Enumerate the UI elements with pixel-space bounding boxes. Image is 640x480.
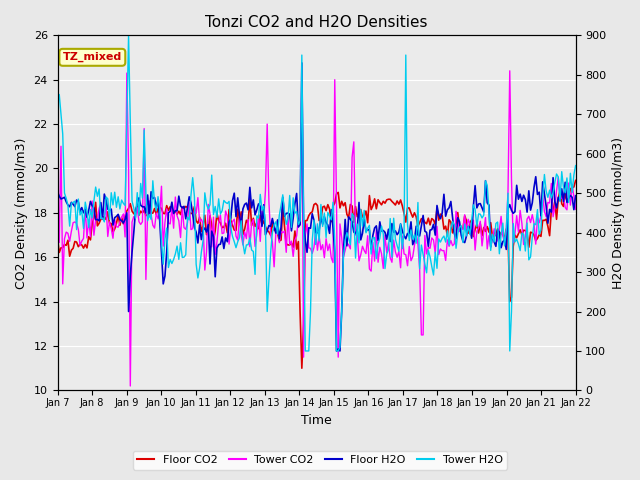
Tower CO2 (527, 220, 534, 226)
Floor CO2 (362, 208, 370, 214)
Floor CO2 (572, 178, 579, 183)
Tower H2O (365, 222, 373, 228)
Floor H2O (364, 227, 371, 232)
Tower H2O (527, 254, 534, 260)
Text: TZ_mixed: TZ_mixed (63, 52, 122, 62)
Tower H2O (494, 219, 502, 225)
Tower CO2 (372, 227, 380, 233)
Y-axis label: H2O Density (mmol/m3): H2O Density (mmol/m3) (612, 137, 625, 289)
Tower CO2 (364, 233, 371, 239)
Floor H2O (572, 193, 579, 199)
Tower CO2 (54, 233, 61, 239)
Floor H2O (333, 348, 340, 354)
Floor CO2 (54, 236, 61, 241)
Floor H2O (374, 238, 382, 243)
Line: Floor CO2: Floor CO2 (58, 180, 575, 368)
Line: Tower H2O: Tower H2O (58, 36, 575, 351)
Floor H2O (365, 228, 373, 233)
Floor CO2 (298, 365, 306, 371)
Floor H2O (527, 207, 534, 213)
Floor CO2 (525, 244, 532, 250)
Floor H2O (298, 60, 306, 66)
Floor CO2 (372, 206, 380, 212)
X-axis label: Time: Time (301, 414, 332, 427)
Floor H2O (54, 189, 61, 195)
Tower CO2 (362, 251, 370, 256)
Floor CO2 (364, 220, 371, 226)
Tower H2O (572, 163, 579, 168)
Y-axis label: CO2 Density (mmol/m3): CO2 Density (mmol/m3) (15, 137, 28, 288)
Tower H2O (54, 92, 61, 97)
Tower H2O (56, 92, 63, 97)
Legend: Floor CO2, Tower CO2, Floor H2O, Tower H2O: Floor CO2, Tower CO2, Floor H2O, Tower H… (133, 451, 507, 469)
Tower CO2 (572, 206, 579, 212)
Tower CO2 (492, 231, 500, 237)
Tower H2O (364, 226, 371, 231)
Floor H2O (56, 193, 63, 199)
Tower CO2 (56, 240, 63, 245)
Line: Tower CO2: Tower CO2 (58, 71, 575, 386)
Tower H2O (301, 348, 309, 354)
Title: Tonzi CO2 and H2O Densities: Tonzi CO2 and H2O Densities (205, 15, 428, 30)
Tower CO2 (506, 68, 513, 74)
Tower H2O (125, 33, 132, 38)
Tower H2O (374, 241, 382, 247)
Tower CO2 (127, 383, 134, 389)
Floor CO2 (56, 250, 63, 255)
Line: Floor H2O: Floor H2O (58, 63, 575, 351)
Floor CO2 (492, 233, 500, 239)
Floor H2O (494, 227, 502, 232)
